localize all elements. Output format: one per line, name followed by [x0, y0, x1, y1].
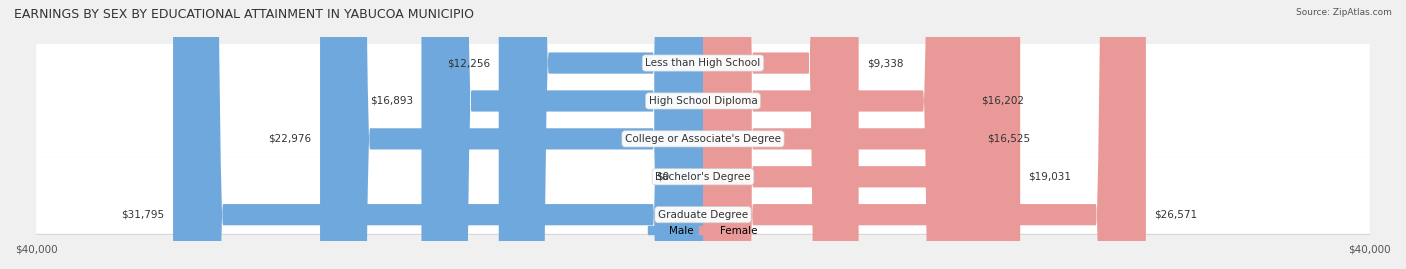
FancyBboxPatch shape: [703, 0, 1146, 269]
Text: $31,795: $31,795: [121, 210, 165, 220]
FancyBboxPatch shape: [703, 0, 859, 269]
FancyBboxPatch shape: [321, 0, 703, 269]
FancyBboxPatch shape: [37, 44, 1369, 82]
FancyBboxPatch shape: [703, 0, 1021, 269]
Text: College or Associate's Degree: College or Associate's Degree: [626, 134, 780, 144]
FancyBboxPatch shape: [173, 0, 703, 269]
Text: $19,031: $19,031: [1029, 172, 1071, 182]
FancyBboxPatch shape: [37, 82, 1369, 120]
Text: $16,525: $16,525: [987, 134, 1029, 144]
FancyBboxPatch shape: [37, 120, 1369, 158]
Text: Graduate Degree: Graduate Degree: [658, 210, 748, 220]
FancyBboxPatch shape: [703, 0, 973, 269]
Text: $0: $0: [657, 172, 669, 182]
FancyBboxPatch shape: [37, 196, 1369, 234]
Text: Bachelor's Degree: Bachelor's Degree: [655, 172, 751, 182]
Text: $12,256: $12,256: [447, 58, 491, 68]
Text: Less than High School: Less than High School: [645, 58, 761, 68]
Text: $22,976: $22,976: [269, 134, 312, 144]
Text: $9,338: $9,338: [868, 58, 904, 68]
Legend: Male, Female: Male, Female: [644, 222, 762, 240]
Text: $26,571: $26,571: [1154, 210, 1198, 220]
Text: $16,893: $16,893: [370, 96, 413, 106]
Text: $16,202: $16,202: [981, 96, 1025, 106]
Text: EARNINGS BY SEX BY EDUCATIONAL ATTAINMENT IN YABUCOA MUNICIPIO: EARNINGS BY SEX BY EDUCATIONAL ATTAINMEN…: [14, 8, 474, 21]
FancyBboxPatch shape: [37, 158, 1369, 196]
Text: High School Diploma: High School Diploma: [648, 96, 758, 106]
FancyBboxPatch shape: [703, 0, 979, 269]
FancyBboxPatch shape: [499, 0, 703, 269]
Text: Source: ZipAtlas.com: Source: ZipAtlas.com: [1296, 8, 1392, 17]
FancyBboxPatch shape: [422, 0, 703, 269]
FancyBboxPatch shape: [678, 0, 703, 269]
